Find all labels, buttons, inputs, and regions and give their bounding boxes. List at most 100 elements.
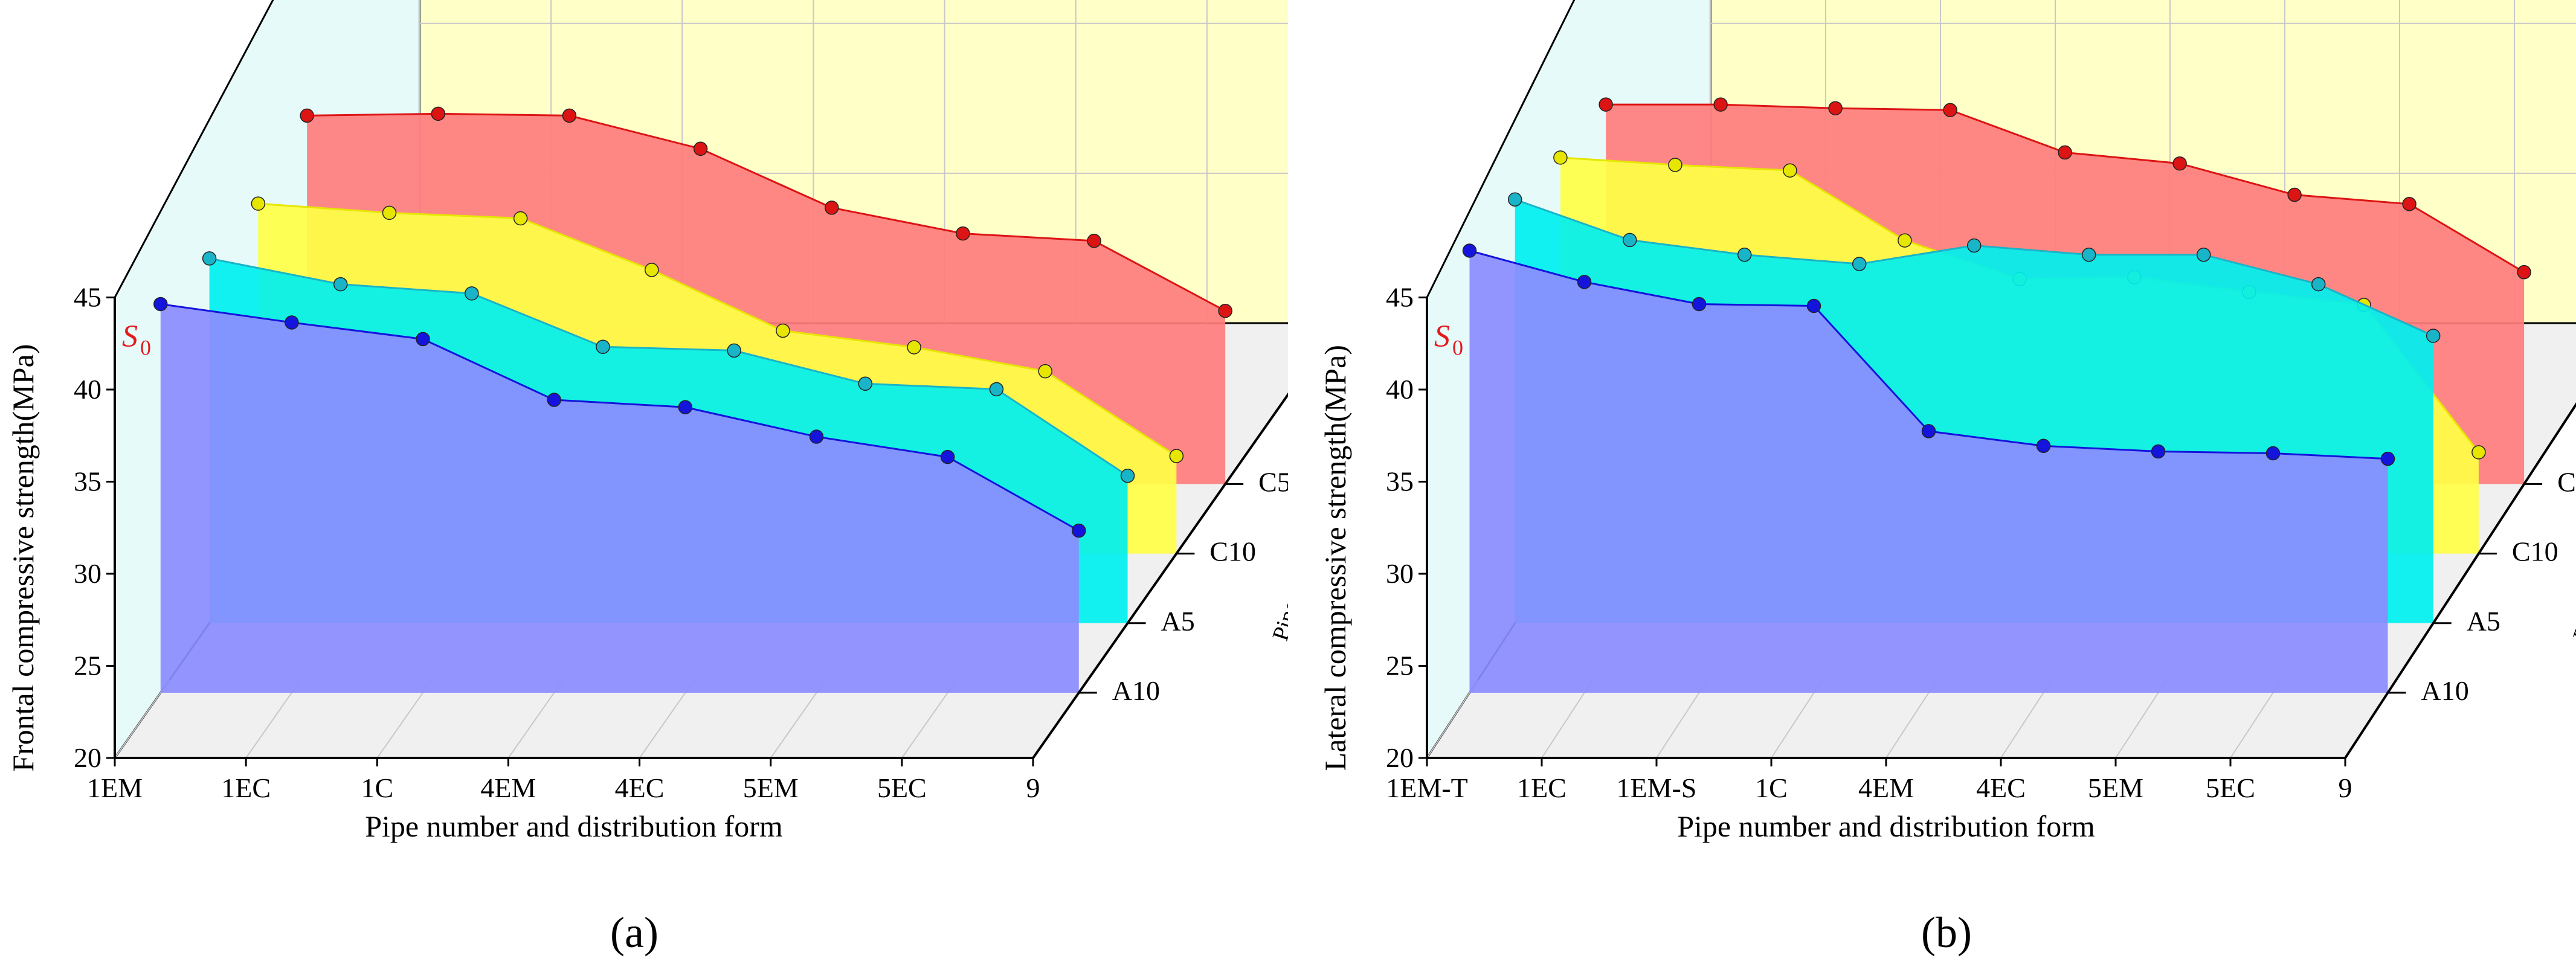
chart-a-xtick-label-4: 4EC (615, 772, 665, 803)
chart-b-svg: (b) C5 C10 A5 A10 20 25 30 35 40 45 1EM-T 1EC 1EM-S 1… (1318, 0, 2576, 957)
chart-a-xtick-label-6: 5EC (877, 772, 927, 803)
chart-a-point-A5-2 (465, 286, 479, 301)
chart-a-point-A10-7 (1072, 523, 1086, 538)
chart-b-point-A5-1 (1622, 233, 1637, 248)
chart-b-panel-label: (b) (1921, 908, 1972, 957)
chart-a-area-A10 (160, 304, 1079, 693)
chart-b-point-A10-5 (2036, 438, 2051, 454)
chart-b-zlabel: Pipe material and diameter (2568, 401, 2576, 644)
chart-a-point-C10-4 (776, 323, 790, 338)
chart-b-point-C5-0 (1599, 97, 1613, 112)
chart-b-xtick-label-4: 4EM (1858, 772, 1914, 803)
chart-a-ytick-label-30: 30 (74, 558, 101, 589)
chart-b-point-A10-1 (1577, 275, 1592, 289)
chart-b-point-C5-4 (2058, 145, 2072, 160)
chart-a-xtick-label-2: 1C (361, 772, 393, 803)
chart-a-point-C5-3 (693, 141, 708, 156)
chart-a-depth-label-C10: C10 (1209, 536, 1256, 567)
chart-a-point-A5-7 (1120, 469, 1135, 483)
chart-a-xtick-label-5: 5EM (743, 772, 799, 803)
chart-a-point-C10-6 (1038, 364, 1052, 379)
chart-a-ytick-label-35: 35 (74, 466, 101, 497)
chart-a-ytick-label-40: 40 (74, 374, 101, 405)
chart-a-point-A5-4 (727, 343, 741, 358)
chart-a-point-C10-2 (513, 211, 528, 226)
chart-a-xlabel: Pipe number and distribution form (365, 809, 783, 843)
chart-a-xtick-label-3: 4EM (480, 772, 536, 803)
chart-b-ytick-label-30: 30 (1386, 558, 1414, 589)
chart-a-ytick-label-20: 20 (74, 742, 101, 773)
chart-b-xtick-label-1: 1EC (1517, 772, 1567, 803)
chart-a-point-A10-3 (547, 393, 561, 407)
chart-a-point-C5-2 (562, 108, 577, 123)
chart-a-z-axis (1032, 322, 1339, 759)
chart-b-point-A5-0 (1507, 192, 1522, 207)
chart-a-s0-label: S (122, 319, 138, 354)
chart-b-xlabel: Pipe number and distribution form (1677, 809, 2095, 843)
chart-a-point-C10-5 (907, 340, 921, 355)
chart-b-point-C10-8 (2471, 445, 2486, 460)
chart-b-xtick-label-5: 4EC (1976, 772, 2026, 803)
chart-b-point-A10-6 (2151, 444, 2166, 459)
chart-a-point-C10-3 (645, 263, 659, 277)
chart-a-point-A5-6 (989, 382, 1004, 397)
chart-a-point-A10-5 (809, 429, 824, 444)
chart-a-line-A5 (209, 257, 1129, 477)
chart-b-point-A5-6 (2196, 248, 2211, 262)
chart-a-point-A10-4 (678, 400, 693, 414)
chart-a-point-A5-0 (202, 251, 217, 266)
chart-a-point-A10-2 (416, 332, 430, 347)
chart-b-point-C5-7 (2402, 197, 2417, 211)
chart-a-line-C10 (258, 202, 1177, 457)
chart-b-point-A10-2 (1692, 297, 1707, 312)
chart-b-point-C5-6 (2287, 187, 2302, 202)
chart-b-depth-label-A5: A5 (2467, 606, 2500, 637)
chart-b-xtick-label-8: 9 (2339, 772, 2352, 803)
chart-a-panel-label: (a) (610, 908, 658, 957)
chart-a-xtick-label-0: 1EM (87, 772, 143, 803)
chart-b-point-C5-8 (2517, 265, 2531, 280)
chart-a-point-A5-5 (858, 376, 873, 391)
chart-b-point-C5-1 (1713, 97, 1728, 112)
chart-b-point-A10-7 (2265, 446, 2281, 461)
chart-a-depth-label-C5: C5 (1258, 466, 1288, 497)
chart-b-point-A5-2 (1737, 248, 1752, 262)
chart-a-point-C5-1 (431, 106, 446, 121)
chart-a-point-C10-1 (382, 205, 397, 220)
chart-a-xtick-label-7: 9 (1026, 772, 1040, 803)
chart-a-depth-label-A5: A5 (1161, 606, 1195, 637)
chart-b-point-A10-0 (1462, 243, 1477, 258)
chart-b-xtick-label-0: 1EM-T (1386, 772, 1467, 803)
chart-a-point-C10-0 (251, 196, 266, 211)
chart-a-xtick-label-1: 1EC (221, 772, 271, 803)
chart-a-point-C5-5 (956, 226, 970, 241)
chart-a-point-C10-7 (1169, 449, 1184, 463)
chart-b-point-C10-1 (1668, 158, 1682, 172)
chart-b-z-axis (2344, 402, 2576, 759)
chart-b-point-C5-3 (1943, 103, 1957, 117)
chart-a-point-A10-1 (285, 315, 299, 330)
chart-b-ytick-label-40: 40 (1386, 374, 1414, 405)
chart-panel-b: (b) C5 C10 A5 A10 20 25 30 35 40 45 1EM-T 1EC 1EM-S 1… (1312, 0, 2576, 973)
chart-panel-a: (a) C5 C10 A5 A10 20 25 30 35 40 45 1EM 1EC 1C 4EM 4EC… (0, 0, 1368, 973)
chart-b-point-A10-8 (2380, 451, 2395, 466)
chart-b-area-A10 (1469, 251, 2388, 693)
chart-a-ytick-label-25: 25 (74, 650, 101, 681)
chart-b-point-C5-2 (1828, 101, 1843, 115)
chart-b-point-A5-4 (1966, 238, 1982, 253)
chart-a-point-A5-1 (333, 277, 348, 292)
chart-a-s0-subscript: 0 (140, 336, 151, 360)
chart-a-svg: (a) C5 C10 A5 A10 20 25 30 35 40 45 1EM 1EC 1C 4EM 4EC… (6, 0, 1368, 957)
chart-a-point-C5-6 (1087, 234, 1101, 248)
chart-b-xtick-label-7: 5EC (2206, 772, 2255, 803)
chart-b-ytick-label-35: 35 (1386, 466, 1414, 497)
chart-b-depth-label-A10: A10 (2421, 675, 2469, 706)
chart-a-zlabel: Pipe material and diameter (1267, 401, 1288, 644)
chart-b-s0-subscript: 0 (1452, 336, 1463, 360)
chart-b-point-A5-5 (2081, 248, 2096, 262)
chart-b-depth-label-C10: C10 (2512, 536, 2558, 567)
chart-b-ytick-label-25: 25 (1386, 650, 1414, 681)
chart-a-point-C5-4 (824, 201, 839, 215)
chart-a-point-C5-0 (300, 108, 314, 123)
chart-b-point-A5-8 (2426, 329, 2441, 343)
